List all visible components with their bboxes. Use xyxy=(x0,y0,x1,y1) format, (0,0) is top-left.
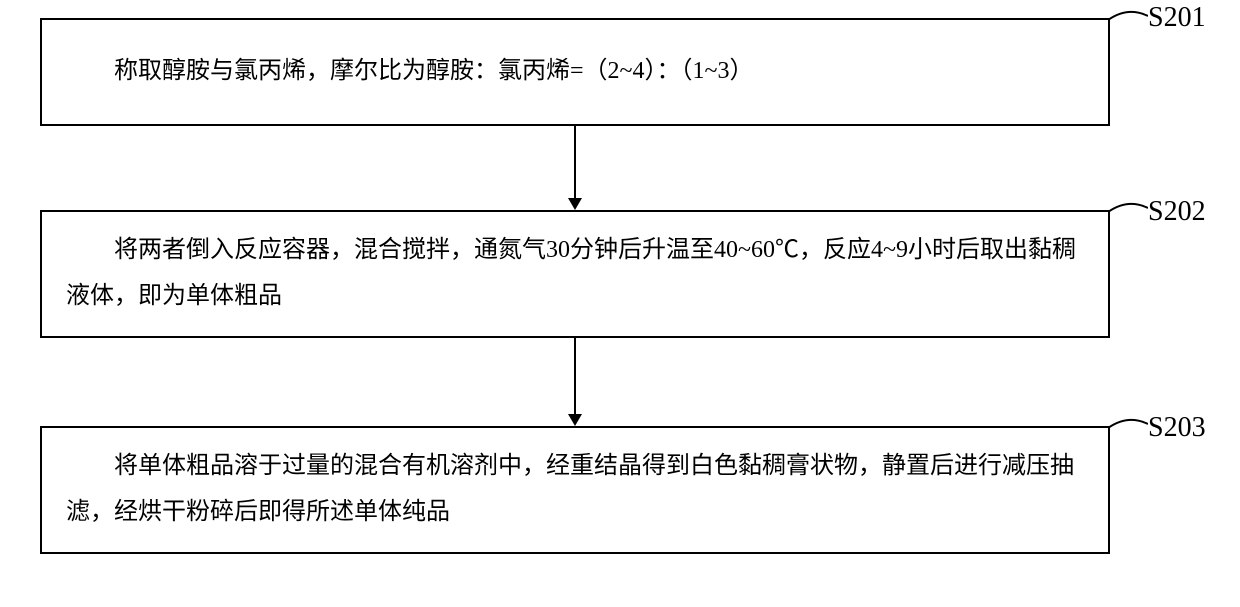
connector-s202-s203 xyxy=(565,338,585,426)
step-text-s203: 将单体粗品溶于过量的混合有机溶剂中，经重结晶得到白色黏稠膏状物，静置后进行减压抽… xyxy=(66,444,1084,535)
step-label-s201: S201 xyxy=(1148,2,1206,34)
step-text-s201: 称取醇胺与氯丙烯，摩尔比为醇胺：氯丙烯=（2~4）：（1~3） xyxy=(66,49,1084,95)
step-box-s203: 将单体粗品溶于过量的混合有机溶剂中，经重结晶得到白色黏稠膏状物，静置后进行减压抽… xyxy=(40,426,1110,554)
flowchart-canvas: 称取醇胺与氯丙烯，摩尔比为醇胺：氯丙烯=（2~4）：（1~3） S201 将两者… xyxy=(0,0,1240,607)
step-text-s202: 将两者倒入反应容器，混合搅拌，通氮气30分钟后升温至40~60℃，反应4~9小时… xyxy=(66,228,1084,319)
step-box-s202: 将两者倒入反应容器，混合搅拌，通氮气30分钟后升温至40~60℃，反应4~9小时… xyxy=(40,210,1110,338)
step-label-s202: S202 xyxy=(1148,196,1206,228)
step-box-s201: 称取醇胺与氯丙烯，摩尔比为醇胺：氯丙烯=（2~4）：（1~3） xyxy=(40,18,1110,126)
label-connector-s202 xyxy=(1108,198,1148,218)
label-connector-s201 xyxy=(1108,6,1148,26)
step-label-s203: S203 xyxy=(1148,412,1206,444)
label-connector-s203 xyxy=(1108,414,1148,434)
connector-s201-s202 xyxy=(565,126,585,210)
